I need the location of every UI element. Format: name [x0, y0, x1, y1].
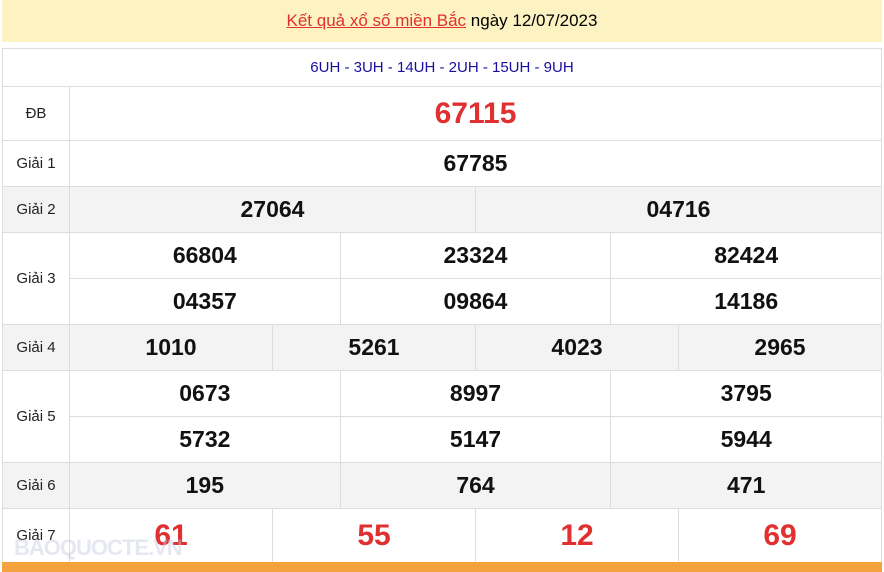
prize-row: Giải 3 66804 23324 82424 04357 09864 14186: [2, 233, 882, 325]
prize-number: 61: [154, 518, 188, 552]
prize-row: ĐB 67115: [2, 87, 882, 141]
prize-row: Giải 2 27064 04716: [2, 187, 882, 233]
prize-number: 09864: [339, 279, 611, 324]
prize-number: 12: [475, 509, 678, 562]
prize-number: 195: [185, 472, 225, 498]
prize-number: 5147: [339, 417, 611, 462]
watermark: BAOQUOCTE.VN: [14, 535, 183, 560]
prize-codes: 6UH - 3UH - 14UH - 2UH - 15UH - 9UH: [2, 49, 882, 87]
prize-number: 27064: [240, 196, 305, 222]
prize-number: 1010: [145, 334, 197, 360]
results-link[interactable]: Kết quả xổ số miền Bắc: [286, 11, 467, 30]
prize-label: Giải 5: [3, 371, 70, 462]
prize-label: Giải 3: [3, 233, 70, 324]
prize-number: 23324: [339, 233, 611, 278]
prize-row: Giải 5 0673 8997 3795 5732 5147 5944: [2, 371, 882, 463]
page-title: Kết quả xổ số miền Bắc ngày 12/07/2023: [2, 0, 882, 42]
prize-number: 764: [339, 463, 611, 508]
prize-label: Giải 2: [3, 187, 70, 232]
prize-number: 69: [678, 509, 881, 562]
prize-label: Giải 7: [3, 509, 70, 562]
prize-number: 04357: [172, 288, 237, 314]
prize-number: 5732: [179, 426, 231, 452]
prize-label: Giải 1: [3, 141, 70, 186]
prize-number: 55: [272, 509, 475, 562]
prize-number: 04716: [475, 187, 881, 232]
prize-number: 67115: [434, 96, 517, 130]
prize-row: Giải 6 195 764 471: [2, 463, 882, 509]
draw-date: ngày 12/07/2023: [470, 11, 598, 30]
prize-number: 2965: [678, 325, 881, 370]
prize-label: Giải 6: [3, 463, 70, 508]
prize-label: Giải 4: [3, 325, 70, 370]
prize-row: Giải 1 67785: [2, 141, 882, 187]
prize-number: 4023: [475, 325, 678, 370]
prize-number: 66804: [172, 242, 237, 268]
prize-number: 5261: [272, 325, 475, 370]
prize-number: 67785: [443, 150, 508, 176]
prize-number: 14186: [610, 279, 881, 324]
prize-number: 471: [610, 463, 881, 508]
prize-number: 0673: [179, 380, 231, 406]
prize-number: 5944: [610, 417, 881, 462]
prize-number: 8997: [339, 371, 611, 416]
results-table: 6UH - 3UH - 14UH - 2UH - 15UH - 9UH ĐB 67…: [2, 48, 882, 563]
prize-label: ĐB: [3, 87, 70, 140]
footer-bar: [2, 562, 882, 572]
prize-row: Giải 4 1010 5261 4023 2965: [2, 325, 882, 371]
prize-number: 3795: [610, 371, 881, 416]
prize-number: 82424: [610, 233, 881, 278]
